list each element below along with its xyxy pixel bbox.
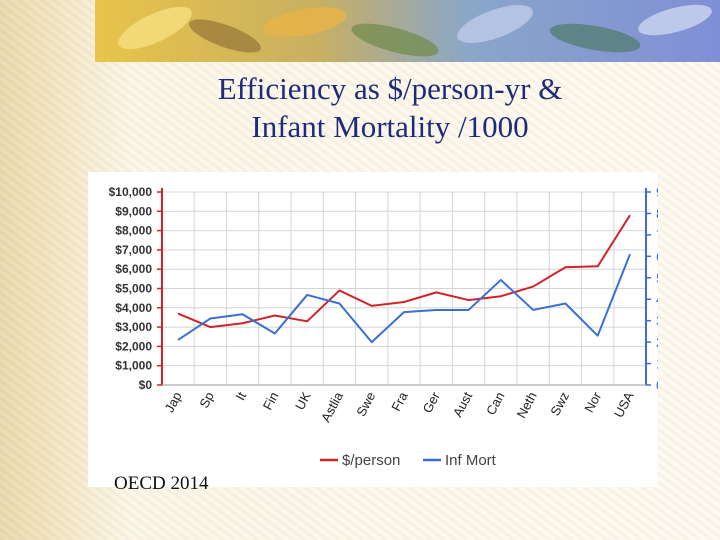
right-axis-tick-label: 4	[656, 291, 658, 307]
right-axis-tick-label: 8	[656, 205, 658, 221]
right-axis-tick-label: 0	[656, 377, 658, 393]
x-axis-category-label: Ger	[420, 389, 444, 416]
left-axis-tick-label: $1,000	[115, 359, 152, 373]
slide-title-line-2: Infant Mortality /1000	[251, 109, 529, 144]
left-axis-tick-label: $6,000	[115, 262, 152, 276]
legend-entry-label: $/person	[342, 452, 400, 469]
series-line-person-cost	[177, 214, 631, 329]
right-axis-tick-label: 2	[656, 334, 658, 350]
series-line-infant-mortality	[177, 253, 631, 344]
right-axis-tick-label: 7	[656, 227, 658, 243]
x-axis-category-label: Nor	[581, 389, 604, 415]
x-axis-category-label: USA	[611, 389, 637, 420]
slide-title: Efficiency as $/person-yr & Infant Morta…	[140, 70, 640, 146]
right-axis-tick-label: 3	[656, 313, 658, 329]
chart-panel: $0 $1,000 $2,000 $3,000 $4,000 $5,000 $6,000 $7…	[88, 172, 664, 487]
left-axis-tick-label: $3,000	[115, 320, 152, 334]
x-axis-category-label: Fra	[388, 389, 411, 414]
x-axis-category-label: Swe	[353, 389, 378, 418]
left-axis-tick-label: $5,000	[115, 282, 152, 296]
right-axis-tick-label: 9	[656, 184, 658, 200]
x-axis-category-label: Neth	[514, 389, 540, 420]
left-axis-tick-label: $8,000	[115, 224, 152, 238]
legend-entry-label: Inf Mort	[445, 452, 497, 469]
x-axis-category-label: UK	[292, 389, 314, 412]
x-axis-category-label: Astlia	[318, 389, 347, 425]
left-axis-tick-label: $2,000	[115, 339, 152, 353]
x-axis-category-label: Sp	[196, 389, 217, 410]
x-axis-category-label: Jap	[162, 389, 185, 415]
slide-title-line-1: Efficiency as $/person-yr &	[217, 71, 563, 106]
x-axis-category-label: Can	[483, 389, 507, 417]
left-axis-tick-label: $0	[139, 378, 153, 392]
left-axis-tick-label: $4,000	[115, 301, 152, 315]
x-axis-category-label: It	[233, 389, 250, 403]
left-axis-tick-label: $9,000	[115, 204, 152, 218]
left-axis-tick-label: $7,000	[115, 243, 152, 257]
source-note: OECD 2014	[114, 473, 209, 494]
right-axis-tick-label: 6	[656, 248, 658, 264]
left-axis-tick-label: $10,000	[109, 185, 153, 199]
right-axis-tick-label: 1	[656, 356, 658, 372]
line-chart: $0 $1,000 $2,000 $3,000 $4,000 $5,000 $6,000 $7…	[109, 184, 664, 469]
x-axis-category-label: Aust	[450, 389, 476, 419]
x-axis-category-label: Swz	[547, 389, 572, 418]
decorative-leaf-banner	[95, 0, 720, 62]
right-axis-tick-label: 5	[656, 270, 658, 286]
x-axis-category-label: Fin	[260, 389, 282, 412]
